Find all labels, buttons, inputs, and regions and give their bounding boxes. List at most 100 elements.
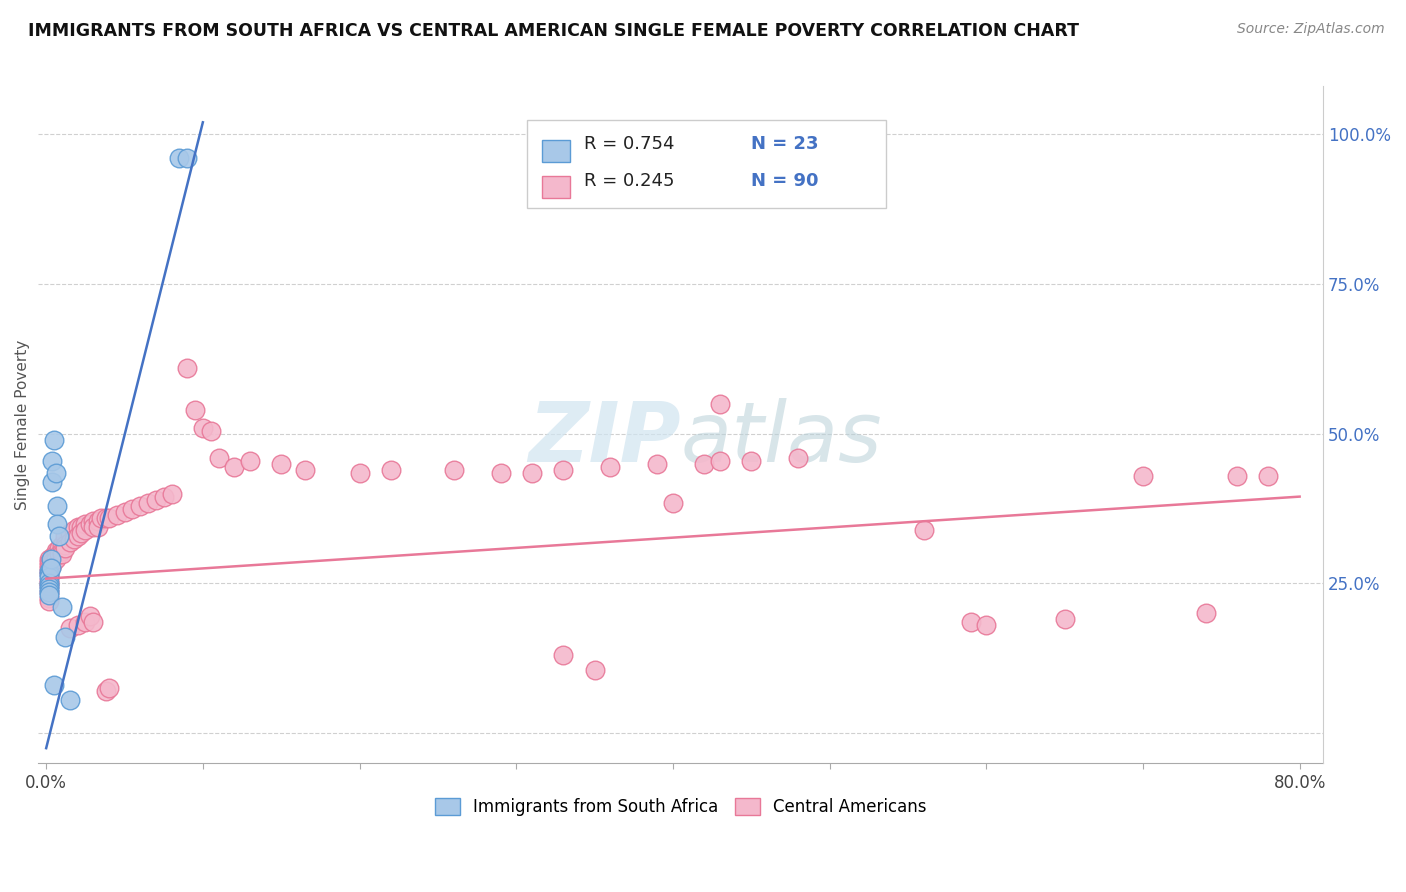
Point [169,151,191,165]
Point [1132,468,1154,483]
Text: Source: ZipAtlas.com: Source: ZipAtlas.com [1237,22,1385,37]
Point [59,621,82,635]
Point [599,459,621,474]
Point [79,516,101,531]
Legend: Immigrants from South Africa, Central Americans: Immigrants from South Africa, Central Am… [427,791,934,822]
Point [38,591,60,606]
Point [239,453,262,467]
Text: ZIP: ZIP [529,398,681,479]
Point [79,609,101,624]
Point [94,510,117,524]
Point [489,466,512,480]
Point [87,514,110,528]
Point [520,466,543,480]
Point [42,433,65,447]
Point [270,457,292,471]
Point [69,525,91,540]
Text: N = 90: N = 90 [751,172,818,190]
Point [38,565,60,579]
Point [121,501,143,516]
Y-axis label: Single Female Poverty: Single Female Poverty [15,340,30,510]
Point [75,516,97,531]
Point [38,567,60,582]
Point [1226,468,1249,483]
Point [191,421,214,435]
Point [45,466,67,480]
Point [51,537,73,551]
Point [38,556,60,570]
Point [59,525,82,540]
Point [553,648,575,663]
Point [200,424,222,438]
Point [380,463,402,477]
Point [45,543,67,558]
Text: R = 0.245: R = 0.245 [585,172,675,190]
Point [105,508,128,522]
Point [38,561,60,575]
Point [662,495,685,509]
Point [38,579,60,593]
Point [224,459,246,474]
Point [75,615,97,630]
Point [709,453,731,467]
Point [1194,607,1216,621]
Point [39,552,62,566]
Point [82,615,104,630]
Point [709,397,731,411]
Point [787,450,810,465]
Point [152,490,174,504]
Point [38,594,60,608]
Point [59,693,82,707]
Point [87,519,110,533]
Point [959,615,981,630]
Point [53,631,76,645]
Point [48,528,70,542]
Point [41,453,63,467]
Point [38,567,60,582]
Point [82,519,104,533]
Point [176,151,198,165]
Point [553,463,575,477]
Point [97,510,120,524]
Point [94,684,117,698]
Point [974,618,997,632]
Point [63,523,86,537]
Point [48,547,70,561]
Point [75,523,97,537]
Point [1053,612,1076,626]
Point [114,505,136,519]
Point [38,589,60,603]
Point [69,519,91,533]
Point [38,585,60,599]
Point [51,600,73,615]
Point [160,486,183,500]
Point [66,618,89,632]
Point [45,547,67,561]
Point [294,463,316,477]
Point [45,552,67,566]
Point [53,528,76,542]
FancyBboxPatch shape [541,140,571,162]
Point [42,678,65,692]
Point [129,499,152,513]
Point [38,576,60,591]
Point [349,466,371,480]
Point [41,556,63,570]
Point [90,510,112,524]
Text: atlas: atlas [681,398,883,479]
Point [38,565,60,579]
Text: R = 0.754: R = 0.754 [585,135,675,153]
Point [41,549,63,564]
Point [38,585,60,599]
Point [1257,468,1279,483]
Point [41,475,63,489]
Point [38,582,60,597]
Point [53,537,76,551]
Point [46,516,69,531]
Point [38,552,60,566]
Point [63,532,86,546]
Text: N = 23: N = 23 [751,135,818,153]
Point [176,360,198,375]
Point [48,541,70,555]
Point [97,681,120,696]
